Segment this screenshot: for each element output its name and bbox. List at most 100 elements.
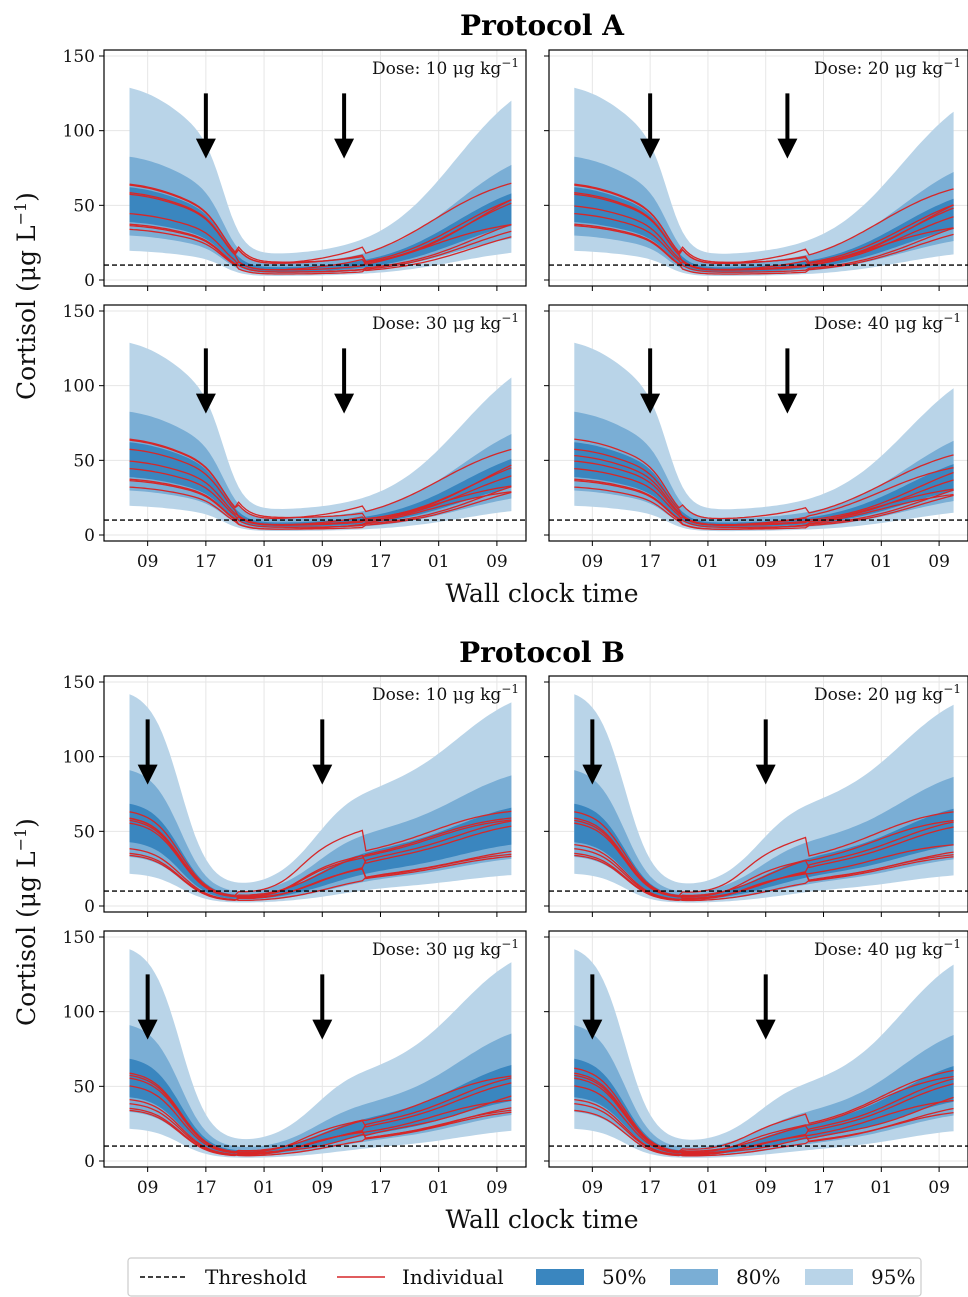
individual-line xyxy=(574,184,954,264)
legend-band80-label: 80% xyxy=(736,1265,780,1289)
individual-line xyxy=(129,478,512,530)
plot-area xyxy=(104,305,526,541)
x-tick-label: 09 xyxy=(486,1178,508,1198)
x-tick-label: 09 xyxy=(928,552,950,572)
plot-area xyxy=(104,50,526,286)
legend-band95-label: 95% xyxy=(871,1265,915,1289)
individual-line xyxy=(129,224,512,271)
legend-band50-label: 50% xyxy=(602,1265,646,1289)
individual-line xyxy=(129,448,512,526)
plot-area xyxy=(549,676,968,912)
individual-line xyxy=(574,223,954,275)
individual-line xyxy=(574,1098,954,1156)
individual-line xyxy=(574,438,954,520)
x-tick-label: 09 xyxy=(137,1178,159,1198)
individual-line xyxy=(129,467,512,528)
panel-frame xyxy=(548,49,968,287)
individual-line xyxy=(574,183,954,264)
individual-line xyxy=(574,1085,954,1154)
panel-b-dose-40: 09 17 01 09 17 01 09 Dose: 40 μg kg−1 xyxy=(544,930,968,1198)
legend-frame xyxy=(127,1257,922,1297)
panel-frame xyxy=(103,49,527,287)
individual-line xyxy=(574,1067,954,1152)
legend-individual-label: Individual xyxy=(402,1265,504,1289)
dose-label: Dose: 20 μg kg−1 xyxy=(814,56,961,79)
individual-line xyxy=(574,819,954,898)
individual-line xyxy=(574,467,954,528)
legend-band95-swatch xyxy=(805,1269,853,1285)
x-tick-label: 17 xyxy=(195,1178,217,1198)
dose-label: Dose: 10 μg kg−1 xyxy=(372,56,519,79)
individual-line xyxy=(129,223,512,275)
x-tick-label: 09 xyxy=(928,1178,950,1198)
band-80 xyxy=(129,770,512,901)
y-tick-label: 100 xyxy=(63,122,95,142)
x-tick-label: 09 xyxy=(311,1178,333,1198)
panel-frame xyxy=(548,930,968,1168)
x-tick-label: 09 xyxy=(486,552,508,572)
individual-line xyxy=(129,1109,512,1157)
individual-line xyxy=(129,1103,512,1157)
individual-line xyxy=(129,1098,512,1156)
x-tick-label: 17 xyxy=(370,552,392,572)
y-tick-label: 150 xyxy=(63,673,95,693)
x-tick-label: 17 xyxy=(813,1178,835,1198)
panel-b-dose-30: 0 50 100 150 09 17 01 09 17 01 09 Dose: 30 μg kg−1 xyxy=(63,928,527,1198)
x-tick-label: 01 xyxy=(697,552,719,572)
y-tick-label: 50 xyxy=(73,451,95,471)
individual-line xyxy=(574,1074,954,1153)
legend: Threshold Individual 50% 80% 95% xyxy=(127,1257,922,1297)
individual-line xyxy=(129,854,512,901)
panel-a-dose-10: 0 50 100 150 Dose: 10 μg kg−1 xyxy=(63,47,527,291)
y-tick-label: 0 xyxy=(84,897,95,917)
y-tick-label: 100 xyxy=(63,1003,95,1023)
dose-label: Dose: 20 μg kg−1 xyxy=(814,682,961,705)
individual-line xyxy=(129,819,512,898)
individual-line xyxy=(129,182,512,264)
y-tick-label: 100 xyxy=(63,377,95,397)
xlabel-protocol-a: Wall clock time xyxy=(445,579,638,608)
x-tick-label: 01 xyxy=(253,552,275,572)
x-tick-label: 09 xyxy=(755,1178,777,1198)
x-tick-label: 17 xyxy=(195,552,217,572)
individual-line xyxy=(574,848,954,902)
band-50 xyxy=(574,1058,954,1155)
individual-line xyxy=(129,1074,512,1153)
x-tick-label: 09 xyxy=(311,552,333,572)
x-tick-label: 17 xyxy=(813,552,835,572)
individual-line xyxy=(574,448,954,526)
dose-label: Dose: 40 μg kg−1 xyxy=(814,311,961,334)
panel-frame xyxy=(548,304,968,542)
dose-label: Dose: 40 μg kg−1 xyxy=(814,937,961,960)
individual-line xyxy=(574,843,954,901)
y-tick-label: 100 xyxy=(63,748,95,768)
plot-area xyxy=(549,50,968,286)
plot-area xyxy=(104,931,526,1167)
x-tick-label: 09 xyxy=(137,552,159,572)
y-tick-label: 150 xyxy=(63,302,95,322)
individual-line xyxy=(129,193,512,271)
y-tick-label: 150 xyxy=(63,928,95,948)
y-tick-label: 50 xyxy=(73,1077,95,1097)
individual-line xyxy=(129,486,512,530)
panel-a-dose-30: 0 50 100 150 09 17 01 09 17 01 09 Dose: 30 μg kg−1 xyxy=(63,302,527,572)
x-tick-label: 17 xyxy=(639,1178,661,1198)
legend-band80-swatch xyxy=(670,1269,718,1285)
x-tick-label: 09 xyxy=(582,552,604,572)
dose-label: Dose: 10 μg kg−1 xyxy=(372,682,519,705)
protocol-b-title: Protocol B xyxy=(459,636,625,669)
panel-frame xyxy=(103,304,527,542)
panel-frame xyxy=(103,675,527,913)
individual-line xyxy=(574,205,954,271)
y-tick-label: 150 xyxy=(63,47,95,67)
legend-threshold-label: Threshold xyxy=(205,1265,307,1289)
panel-b-dose-20: Dose: 20 μg kg−1 xyxy=(544,675,968,917)
x-tick-label: 17 xyxy=(370,1178,392,1198)
xlabel-protocol-b: Wall clock time xyxy=(445,1205,638,1234)
legend-band50-swatch xyxy=(536,1269,584,1285)
band-80 xyxy=(574,770,954,901)
x-tick-label: 01 xyxy=(253,1178,275,1198)
ylabel-protocol-b: Cortisol (μg L−1) xyxy=(11,818,41,1026)
dose-label: Dose: 30 μg kg−1 xyxy=(372,311,519,334)
